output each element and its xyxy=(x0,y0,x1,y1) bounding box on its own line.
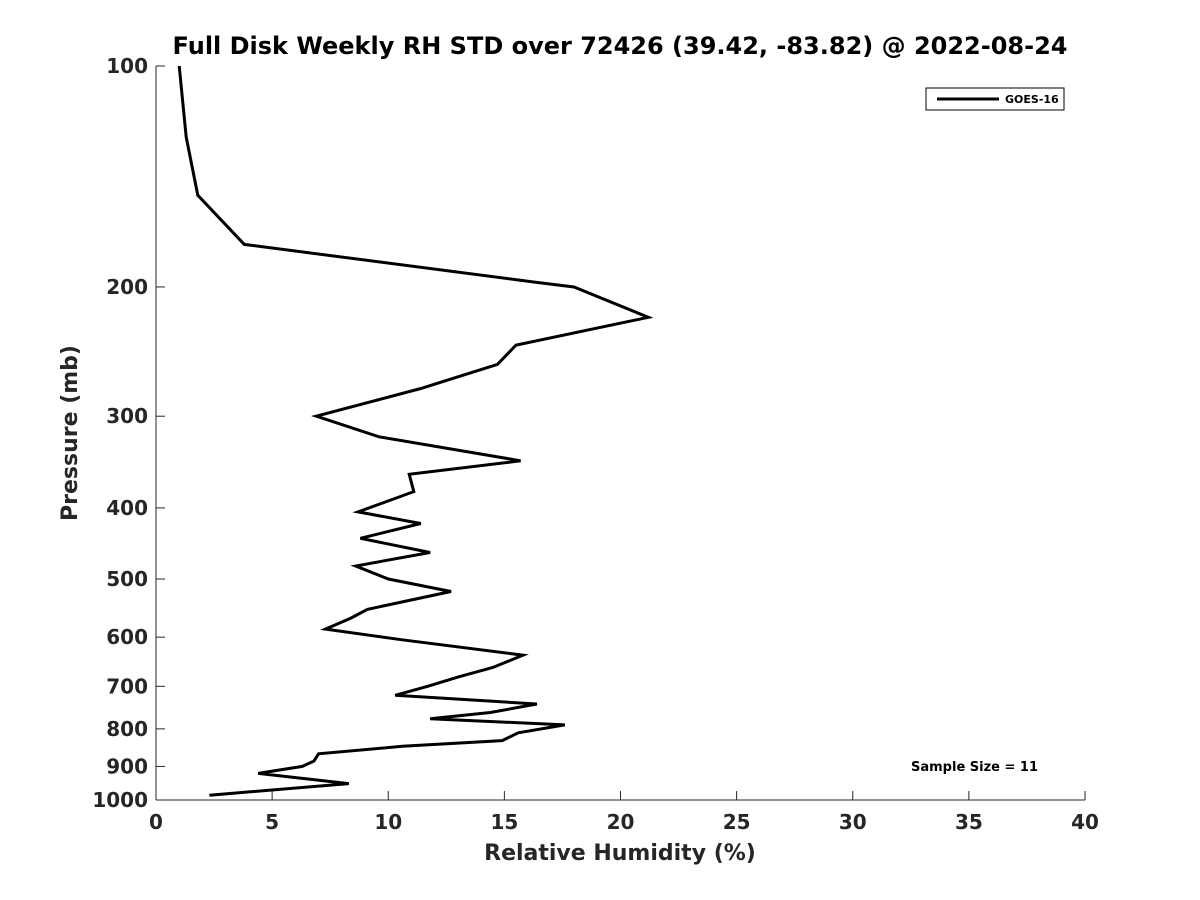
x-tick-label: 35 xyxy=(955,810,983,834)
y-tick-label: 900 xyxy=(106,754,148,778)
x-tick-label: 40 xyxy=(1071,810,1099,834)
y-tick-label: 800 xyxy=(106,717,148,741)
series-line-goes-16 xyxy=(177,65,654,797)
y-tick-label: 200 xyxy=(106,275,148,299)
x-tick-label: 15 xyxy=(490,810,518,834)
y-tick-label: 100 xyxy=(106,54,148,78)
x-axis-label: Relative Humidity (%) xyxy=(484,841,756,866)
y-axis-label: Pressure (mb) xyxy=(58,345,83,521)
y-tick-label: 600 xyxy=(106,625,148,649)
y-tick-label: 400 xyxy=(106,496,148,520)
axes xyxy=(155,66,1085,801)
x-tick-label: 20 xyxy=(607,810,635,834)
y-tick-label: 500 xyxy=(106,567,148,591)
x-tick-label: 0 xyxy=(149,810,163,834)
ticks: 0 5 10 15 20 25 30 35 40 100 200 300 400 500 600 700 800… xyxy=(92,54,1099,834)
x-tick-label: 25 xyxy=(723,810,751,834)
x-tick-label: 30 xyxy=(839,810,867,834)
x-tick-label: 10 xyxy=(374,810,402,834)
series-layer xyxy=(177,65,654,797)
sample-size-annotation: Sample Size = 11 xyxy=(911,760,1038,775)
legend: GOES-16 xyxy=(925,87,1065,111)
y-tick-label: 700 xyxy=(106,674,148,698)
y-tick-label: 300 xyxy=(106,404,148,428)
chart-title: Full Disk Weekly RH STD over 72426 (39.4… xyxy=(173,32,1068,60)
y-tick-label: 1000 xyxy=(92,788,148,812)
legend-label: GOES-16 xyxy=(1005,93,1059,106)
x-tick-label: 5 xyxy=(265,810,279,834)
